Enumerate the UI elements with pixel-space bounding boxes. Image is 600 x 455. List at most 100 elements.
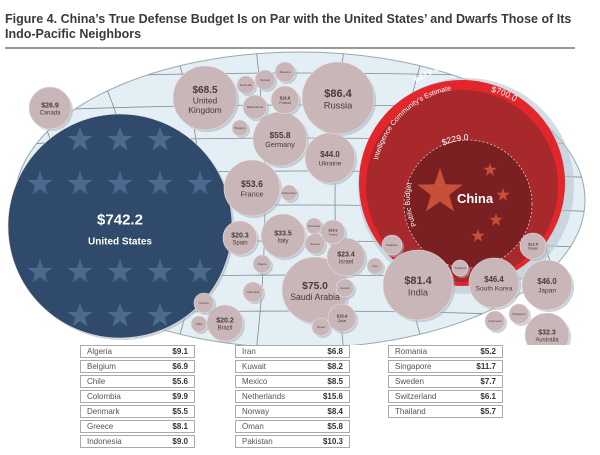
bubble-denmark: Denmark [236,75,257,96]
us-star-icon [187,259,213,283]
bubble-name: Canada [40,111,61,117]
budget-value: $8.5 [327,377,343,386]
bubble-circle [327,303,357,333]
bubble-romania: Romania [305,217,324,236]
table-row: Greece $8.1 [80,420,195,433]
bubble-name: Sweden [280,70,291,74]
us-star-icon [147,127,173,151]
bubble-circle [280,184,298,202]
china-star-icon [417,168,463,212]
bubble-thailand: Thailand [451,259,470,278]
bubble-value: $23.4 [337,251,355,258]
bubble-value: $33.5 [274,230,292,237]
country-name: Colombia [87,392,121,401]
bubble-circle [242,281,264,303]
bubble-name: Oman [317,325,325,329]
budget-value: $9.9 [172,392,188,401]
table-row: Romania $5.2 [388,345,503,358]
bubble-united-states: $742.2 United States [7,113,234,340]
bubble-circle [274,61,296,83]
bubble-name: United States [88,236,152,247]
bubble-name: United [193,96,218,106]
budget-value: $6.9 [172,362,188,371]
bubble-circle [311,317,331,337]
bubble-norway: Norway [254,69,277,92]
country-name: Mexico [242,377,268,386]
budget-value: $5.6 [172,377,188,386]
bubble-value: $53.6 [241,179,263,189]
country-name: Belgium [87,362,116,371]
us-star-icon [107,259,133,283]
bubble-algeria: Algeria [252,254,273,275]
us-star-icon [67,171,93,195]
bubble-netherlands: Netherlands [242,94,269,121]
us-star-icon [147,259,173,283]
title-rule [5,47,575,49]
bubble-brazil: $20.2 Brazil [206,304,245,343]
bubble-value: $81.4 [404,275,432,287]
bubble-name: Saudi Arabia [290,292,340,302]
bubble-name: Denmark [240,83,253,87]
bubble-canada: $26.9 Canada [28,86,73,131]
china-star-icon [471,229,485,242]
bubble-name: Kingdom [188,105,222,115]
budget-value: $7.7 [480,377,496,386]
bubble-value: $20.2 [216,317,234,324]
bubble-name: India [408,287,429,297]
budget-value: $5.7 [480,407,496,416]
bubble-name: France [240,189,263,198]
country-name: Sweden [395,377,424,386]
bubble-circle [231,119,249,137]
bubble-circle [190,315,208,333]
bubble-name: Switzerland [281,191,297,195]
us-star-icon [107,127,133,151]
country-name: Chile [87,377,106,386]
bubble-circle [508,303,530,325]
country-name: Pakistan [242,437,273,446]
bubble-circle [254,69,276,91]
table-row: Denmark $5.5 [80,405,195,418]
table-row: Chile $5.6 [80,375,195,388]
us-star-icon [147,171,173,195]
bubble-name: Spain [232,241,247,247]
bubble-circle [519,232,547,260]
aei-estimate-value: $710.6 [499,57,535,81]
bubble-sweden: Sweden [274,61,297,84]
bubble-name: Norway [260,78,271,82]
table-row: Sweden $7.7 [388,375,503,388]
table-row: Colombia $9.9 [80,390,195,403]
bubble-name: Colombia [247,290,260,294]
bubble-circle [260,213,306,259]
us-star-icon [67,127,93,151]
table-row: Singapore $11.7 [388,360,503,373]
bubble-circle [28,86,72,130]
table-row: Iran $6.8 [235,345,350,358]
bubble-circle [305,217,323,235]
bubble-name: Turkey [328,232,338,236]
bubble-circle [193,292,215,314]
bubble-name: Netherlands [247,105,264,109]
table-row: Indonesia $9.0 [80,435,195,448]
bubble-chile: Chile [190,315,209,334]
bubble-circle [382,249,454,321]
bubble-belgium: Belgium [231,119,250,138]
budget-value: $8.1 [172,422,188,431]
bubble-circle [172,65,238,131]
bubble-name: Australia [535,338,559,344]
us-star-icon [67,303,93,327]
bubble-name: Singapore [512,312,526,316]
table-row: Belgium $6.9 [80,360,195,373]
bubble-name: Poland [279,101,290,105]
bubble-value: $16.6 [280,96,291,101]
china-star-icon [489,213,503,226]
bubble-israel: $23.4 Israel [326,237,367,278]
us-star-icon [67,259,93,283]
country-name: Algeria [87,347,112,356]
bubble-value: $46.0 [537,277,557,286]
bubble-value: $46.4 [484,275,504,284]
country-name: Greece [87,422,114,431]
bubble-value: $10.6 [328,229,337,233]
